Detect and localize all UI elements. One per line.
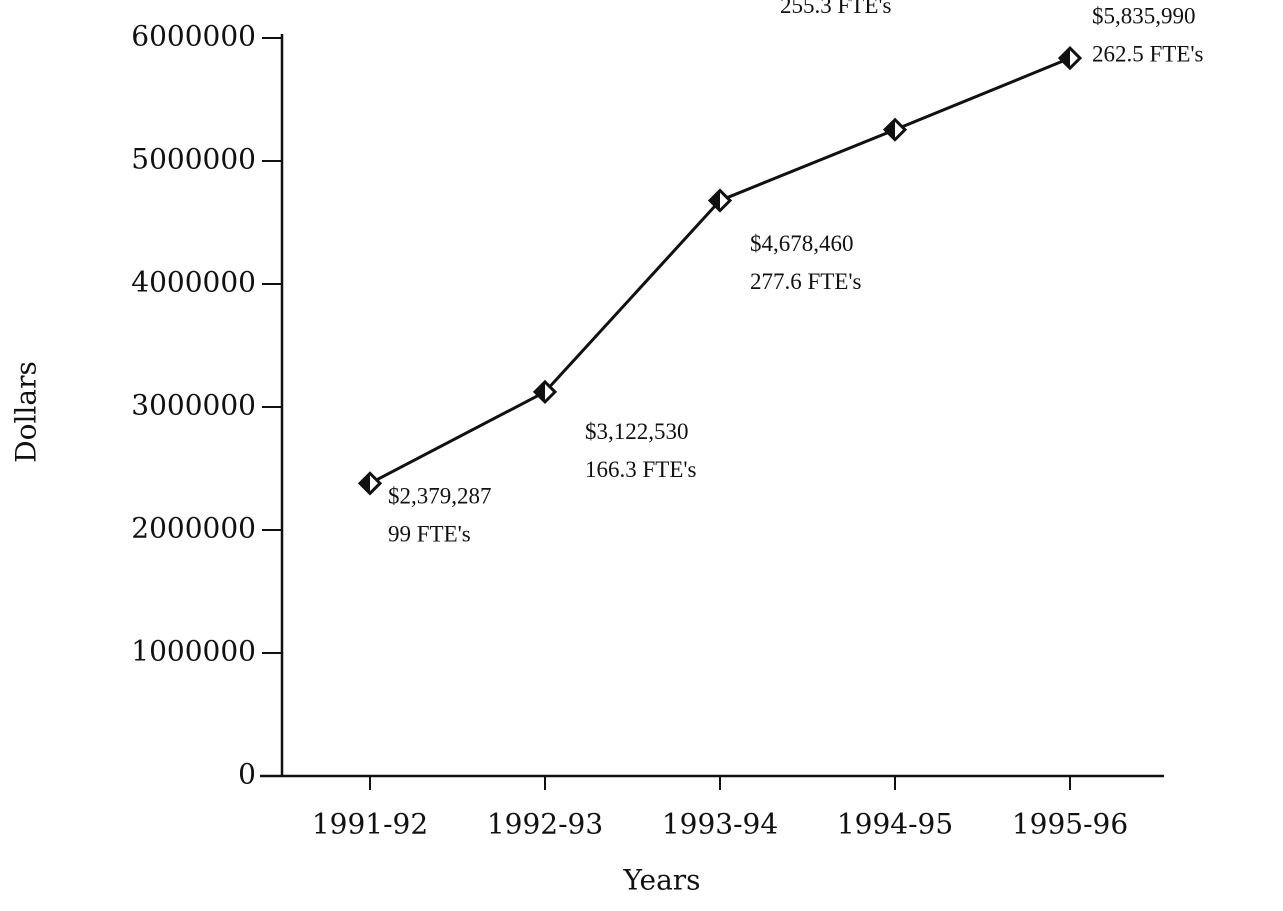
value-label: $2,379,287 [388, 484, 492, 509]
y-tick-label: 2000000 [131, 512, 256, 545]
fte-label: 277.6 FTE's [750, 269, 862, 294]
y-tick-label: 3000000 [131, 389, 256, 422]
x-tick-label: 1995-96 [1012, 808, 1128, 841]
y-axis-title: Dollars [10, 361, 43, 463]
x-tick-label: 1994-95 [837, 808, 953, 841]
x-axis-title: Years [622, 864, 700, 897]
marker-half [885, 119, 895, 140]
marker [1057, 46, 1083, 71]
marker-half [710, 190, 720, 211]
x-tick-label: 1991-92 [312, 808, 428, 841]
marker [357, 471, 383, 496]
x-tick-label: 1992-93 [487, 808, 603, 841]
x-tick-label: 1993-94 [662, 808, 778, 841]
y-tick-label: 0 [238, 758, 256, 791]
y-tick-label: 5000000 [131, 143, 256, 176]
value-label: $3,122,530 [585, 419, 689, 444]
fte-label: 166.3 FTE's [585, 457, 697, 482]
value-label: $5,835,990 [1092, 3, 1196, 28]
marker-half [1060, 48, 1070, 69]
y-tick-label: 1000000 [131, 635, 256, 668]
y-tick-label: 4000000 [131, 266, 256, 299]
value-label: $4,678,460 [750, 231, 854, 256]
data-line [369, 56, 1071, 485]
marker [532, 379, 558, 405]
fte-label: 99 FTE's [388, 522, 471, 547]
y-tick-label: 6000000 [131, 20, 256, 53]
fte-label: 255.3 FTE's [780, 0, 892, 18]
marker [882, 117, 908, 142]
marker-half [535, 381, 545, 402]
marker [707, 188, 733, 213]
marker-half [360, 473, 370, 494]
fte-label: 262.5 FTE's [1092, 41, 1204, 66]
